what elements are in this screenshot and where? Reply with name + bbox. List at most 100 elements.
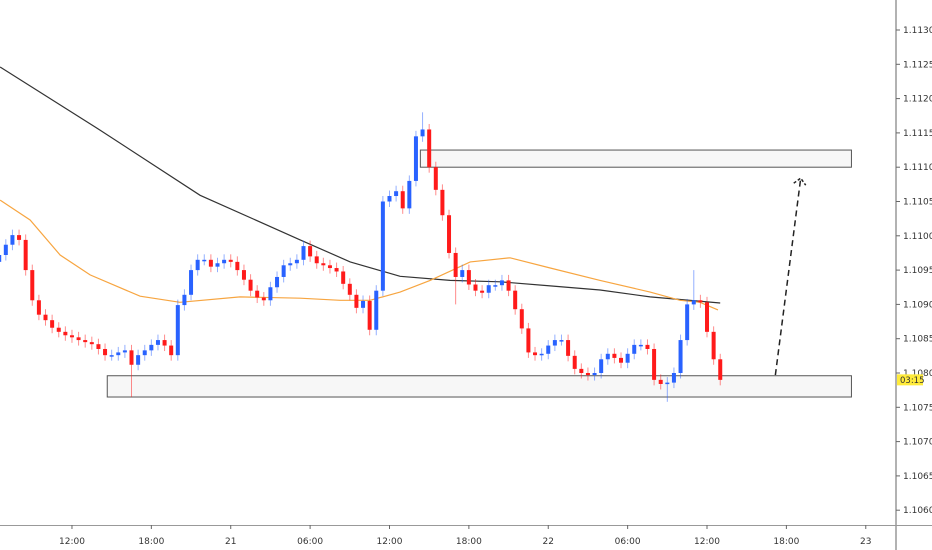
candle-up bbox=[202, 259, 207, 262]
candle-down bbox=[347, 283, 352, 295]
candle-down bbox=[228, 259, 233, 262]
price-tick-label: 1.11300 bbox=[903, 26, 932, 36]
candle-up bbox=[149, 344, 154, 351]
candle-up bbox=[109, 355, 114, 357]
candle-down bbox=[129, 350, 134, 365]
candle-up bbox=[275, 276, 280, 288]
candle-down bbox=[466, 270, 471, 285]
candle-down bbox=[261, 297, 266, 301]
candle-down bbox=[255, 290, 260, 298]
candle-down bbox=[612, 353, 617, 358]
candle-down bbox=[447, 215, 452, 253]
candle-up bbox=[685, 304, 690, 341]
time-tick-label: 12:00 bbox=[59, 537, 85, 547]
candle-up bbox=[189, 270, 194, 295]
candle-down bbox=[241, 270, 246, 280]
candle-down bbox=[23, 239, 28, 271]
candle-down bbox=[519, 309, 524, 329]
candle-down bbox=[334, 268, 339, 272]
projection-arrow-layer bbox=[774, 177, 807, 376]
price-tick-label: 1.10700 bbox=[903, 438, 932, 448]
candle-down bbox=[321, 263, 326, 266]
candle-up bbox=[268, 287, 273, 301]
candle-down bbox=[162, 340, 167, 346]
candle-down bbox=[30, 270, 35, 301]
candle-down bbox=[718, 359, 723, 380]
candle-up bbox=[222, 259, 227, 264]
candle-up bbox=[625, 353, 630, 363]
candle-down bbox=[658, 379, 663, 384]
candle-down bbox=[327, 265, 332, 269]
candle-down bbox=[76, 337, 81, 341]
price-tick-label: 1.11050 bbox=[903, 198, 932, 208]
candle-up bbox=[460, 270, 465, 277]
candle-down bbox=[367, 300, 372, 330]
time-tick-label: 23 bbox=[860, 537, 871, 547]
projection-arrow-line bbox=[774, 178, 802, 376]
candle-up bbox=[301, 246, 306, 260]
candle-up bbox=[10, 235, 15, 245]
candle-down bbox=[705, 302, 710, 332]
candle-up bbox=[539, 353, 544, 356]
candle-down bbox=[473, 284, 478, 291]
candle-down bbox=[513, 290, 518, 310]
price-tick-label: 1.11000 bbox=[903, 232, 932, 242]
candle-down bbox=[354, 294, 359, 308]
candle-up bbox=[136, 355, 141, 365]
price-axis[interactable]: 1.11300 1.11250 1.11200 1.11150 1.11100 1.110… bbox=[896, 26, 932, 516]
candle-up bbox=[599, 359, 604, 373]
candle-up bbox=[413, 136, 418, 181]
candle-down bbox=[480, 290, 485, 293]
candle-down bbox=[248, 279, 253, 291]
candle-up bbox=[678, 340, 683, 373]
price-tick-label: 1.11100 bbox=[903, 163, 932, 173]
countdown-badge: 03:15 bbox=[897, 374, 925, 386]
candle-up bbox=[546, 345, 551, 354]
candle-up bbox=[288, 263, 293, 266]
candle-down bbox=[208, 259, 213, 267]
moving-averages-layer bbox=[0, 66, 721, 311]
projection-arrow-head-icon bbox=[793, 177, 807, 186]
candle-up bbox=[361, 300, 366, 308]
candle-up bbox=[552, 340, 557, 346]
candle-down bbox=[619, 357, 624, 363]
candle-up bbox=[592, 373, 597, 376]
time-tick-label: 06:00 bbox=[297, 537, 323, 547]
candle-down bbox=[433, 167, 438, 190]
candle-down bbox=[572, 355, 577, 369]
candle-up bbox=[294, 259, 299, 264]
time-tick-label: 22 bbox=[543, 537, 554, 547]
time-tick-label: 12:00 bbox=[377, 537, 403, 547]
candle-down bbox=[43, 314, 48, 321]
candle-down bbox=[533, 352, 538, 356]
candle-up bbox=[691, 300, 696, 305]
candle-down bbox=[645, 344, 650, 349]
price-tick-label: 1.10950 bbox=[903, 266, 932, 276]
candle-down bbox=[652, 348, 657, 380]
candle-down bbox=[17, 235, 22, 240]
candle-up bbox=[182, 294, 187, 306]
candle-down bbox=[56, 327, 61, 332]
candle-up bbox=[559, 340, 564, 342]
candle-up bbox=[3, 244, 8, 256]
candle-down bbox=[36, 300, 41, 315]
time-tick-label: 18:00 bbox=[456, 537, 482, 547]
candle-up bbox=[407, 180, 412, 209]
candle-up bbox=[394, 191, 399, 197]
candle-down bbox=[440, 189, 445, 216]
candle-up bbox=[142, 350, 147, 356]
time-tick-label: 12:00 bbox=[694, 537, 720, 547]
time-tick-label: 06:00 bbox=[615, 537, 641, 547]
candle-down bbox=[308, 246, 313, 257]
candle-up bbox=[155, 340, 160, 345]
price-tick-label: 1.10900 bbox=[903, 300, 932, 310]
candle-down bbox=[579, 368, 584, 373]
time-axis[interactable]: 12:00 18:00 21 06:00 12:00 18:00 22 06:00 12:00 1… bbox=[59, 525, 871, 547]
candle-up bbox=[195, 259, 200, 271]
candle-down bbox=[50, 320, 55, 328]
zone-rectangle bbox=[106, 375, 852, 398]
candle-down bbox=[96, 344, 101, 349]
time-tick-label: 21 bbox=[225, 537, 236, 547]
candle-down bbox=[698, 300, 703, 303]
